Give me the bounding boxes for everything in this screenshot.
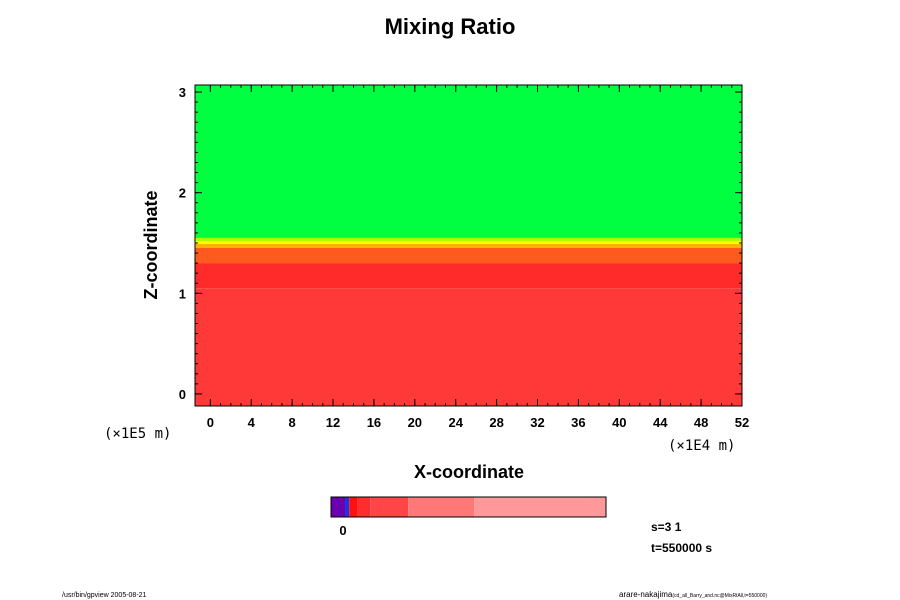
heatmap-layer-2 (195, 240, 742, 244)
footer-left: /usr/bin/gpview 2005-08-21 (62, 592, 147, 599)
y-tick-label: 1 (179, 286, 186, 301)
footer-right: arare-nakajima(cd_all_Barry_and.nc@MixRt… (619, 590, 767, 599)
heatmap-layer-1 (195, 237, 742, 241)
y-axis-ticks: 0 1 2 3 (179, 85, 742, 402)
colorbar-segment-2 (349, 497, 358, 517)
y-axis-label: Z-coordinate (141, 190, 161, 299)
y-axis-unit: (×1E5 m) (104, 426, 171, 442)
x-tick-label: 28 (489, 415, 503, 430)
heatmap-layer-6 (195, 288, 742, 406)
x-tick-label: 8 (289, 415, 296, 430)
colorbar-segment-6 (474, 497, 606, 517)
colorbar-tick-label: 0 (339, 523, 346, 538)
x-tick-label: 52 (735, 415, 749, 430)
colorbar (331, 497, 606, 517)
heatmap-layer-0 (195, 85, 742, 238)
x-tick-label: 24 (448, 415, 463, 430)
heatmap-layer-4 (195, 248, 742, 264)
y-tick-label: 3 (179, 85, 186, 100)
x-tick-label: 20 (408, 415, 422, 430)
heatmap-layer-3 (195, 243, 742, 249)
x-axis-unit: (×1E4 m) (668, 438, 735, 454)
footer-right-detail: (cd_all_Barry_and.nc@MixRtAll,t=550000) (672, 593, 767, 599)
x-tick-label: 36 (571, 415, 585, 430)
step-label: s=3 1 (651, 520, 682, 534)
x-tick-label: 16 (367, 415, 381, 430)
x-tick-label: 32 (530, 415, 544, 430)
x-axis-ticks: 0 4 8 12 16 20 24 28 32 36 40 44 48 52 (207, 85, 749, 430)
chart-title: Mixing Ratio (384, 14, 516, 39)
colorbar-segment-3 (357, 497, 371, 517)
y-tick-label: 0 (179, 387, 186, 402)
x-tick-label: 4 (248, 415, 256, 430)
x-tick-label: 12 (326, 415, 340, 430)
colorbar-segment-4 (370, 497, 409, 517)
heatmap-layer-5 (195, 263, 742, 289)
x-tick-label: 48 (694, 415, 708, 430)
x-axis-label: X-coordinate (414, 462, 524, 482)
colorbar-segment-5 (408, 497, 475, 517)
x-tick-label: 44 (653, 415, 668, 430)
y-tick-label: 2 (179, 186, 186, 201)
colorbar-segment-0 (331, 497, 346, 517)
x-tick-label: 40 (612, 415, 626, 430)
heatmap-layers (195, 85, 742, 406)
x-tick-label: 0 (207, 415, 214, 430)
colorbar-frame (330, 496, 607, 518)
colorbar-segment-1 (345, 497, 350, 517)
plot-frame (194, 84, 743, 407)
time-label: t=550000 s (651, 541, 712, 555)
footer-right-name: arare-nakajima (619, 590, 673, 599)
